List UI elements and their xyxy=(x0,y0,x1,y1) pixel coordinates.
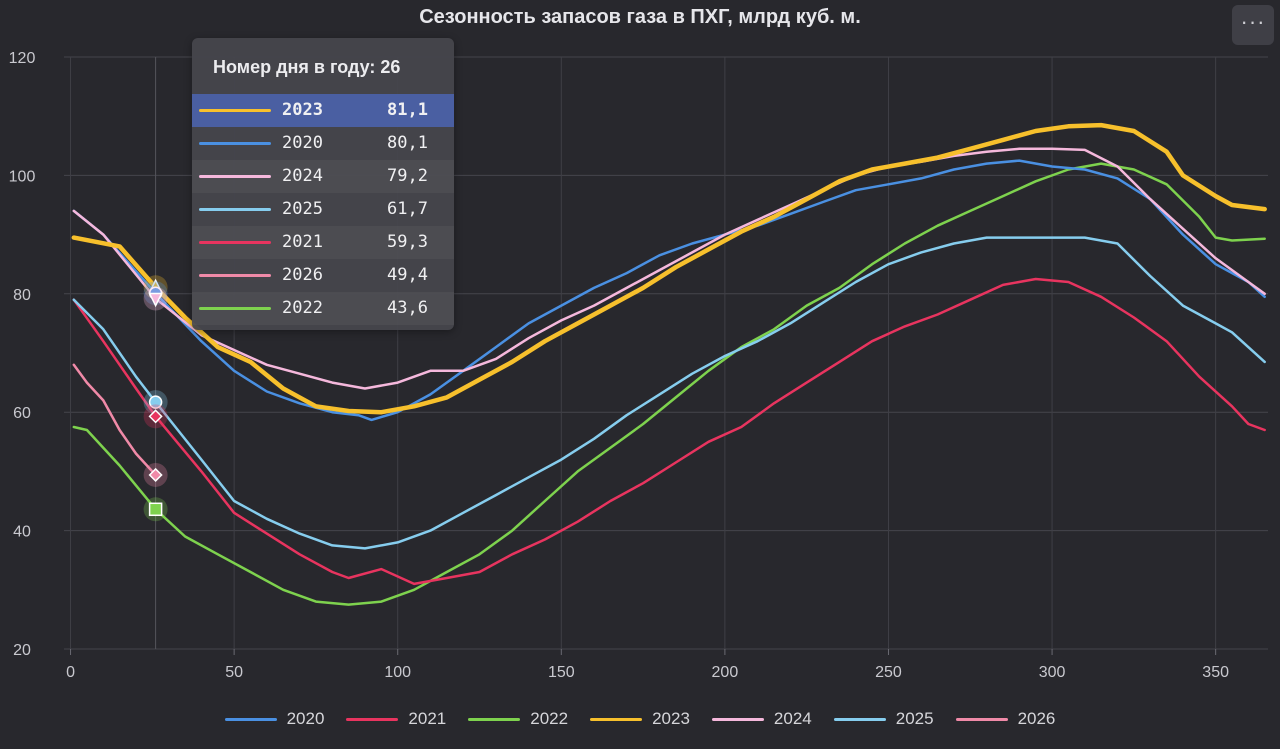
x-tick-label: 300 xyxy=(1039,664,1066,681)
series-line-2020 xyxy=(72,159,1266,422)
y-tick-label: 60 xyxy=(13,405,31,422)
tooltip-series-year: 2024 xyxy=(282,166,323,186)
x-tick-label: 200 xyxy=(712,664,739,681)
legend-item-2026[interactable]: 2026 xyxy=(955,707,1056,731)
tooltip-series-value: 43,6 xyxy=(387,298,428,318)
legend-label: 2023 xyxy=(652,709,690,728)
legend-label: 2025 xyxy=(895,709,934,728)
legend-swatch xyxy=(346,717,399,721)
legend-swatch xyxy=(590,717,643,721)
tooltip-row: 2023 81,1 xyxy=(192,94,454,127)
tooltip-series-swatch xyxy=(199,208,271,211)
tooltip-series-value: 61,7 xyxy=(387,199,428,219)
series-line-2026 xyxy=(72,363,157,477)
tooltip-series-year: 2020 xyxy=(282,133,323,153)
tooltip-row: 2021 59,3 xyxy=(192,226,454,259)
tooltip-series-value: 49,4 xyxy=(387,265,428,285)
legend-label: 2026 xyxy=(1017,709,1056,728)
legend-label: 2022 xyxy=(530,709,569,728)
tooltip-series-year: 2026 xyxy=(282,265,323,285)
legend-item-2022[interactable]: 2022 xyxy=(468,707,568,731)
tooltip-rows: 2023 81,1 2020 80,1 2024 79,2 2025 61,7 2021 59,3… xyxy=(192,94,454,325)
y-tick-label: 80 xyxy=(13,287,31,304)
tooltip-series-year: 2025 xyxy=(282,199,323,219)
tooltip-row: 2024 79,2 xyxy=(192,160,454,193)
x-tick-label: 350 xyxy=(1202,664,1229,681)
tooltip-row: 2026 49,4 xyxy=(192,259,454,292)
tooltip-series-value: 81,1 xyxy=(387,100,428,120)
series-line-2023 xyxy=(71,122,1267,415)
x-tick-label: 250 xyxy=(875,664,902,681)
legend-swatch xyxy=(468,717,521,721)
marker-2024 xyxy=(148,292,163,308)
chart-menu-button[interactable]: ··· xyxy=(1232,5,1274,45)
x-tick-label: 50 xyxy=(225,664,243,681)
tooltip-series-value: 79,2 xyxy=(387,166,428,186)
marker-2022 xyxy=(148,502,163,517)
series-line-2024 xyxy=(72,147,1266,390)
tooltip-series-year: 2021 xyxy=(282,232,323,252)
marker-2026 xyxy=(148,467,163,483)
legend-item-2025[interactable]: 2025 xyxy=(833,707,934,731)
y-tick-label: 120 xyxy=(9,50,36,67)
tooltip-series-value: 80,1 xyxy=(387,133,428,153)
y-tick-label: 40 xyxy=(13,524,31,541)
tooltip: Номер дня в году: 26 2023 81,1 2020 80,1 202… xyxy=(192,38,454,330)
legend-swatch xyxy=(833,717,886,721)
series-line-2021 xyxy=(72,277,1266,586)
legend-label: 2021 xyxy=(408,709,447,728)
marker-2025 xyxy=(148,395,163,409)
marker-2021 xyxy=(148,409,163,424)
y-tick-label: 20 xyxy=(13,642,31,659)
y-tick-label: 100 xyxy=(9,168,36,185)
tooltip-series-swatch xyxy=(199,109,271,112)
tooltip-series-year: 2023 xyxy=(282,100,323,120)
tooltip-series-swatch xyxy=(199,175,271,178)
x-tick-label: 100 xyxy=(384,664,411,681)
legend-swatch xyxy=(711,717,764,721)
legend-item-2020[interactable]: 2020 xyxy=(224,707,325,731)
legend-label: 2024 xyxy=(773,709,812,728)
tooltip-series-year: 2022 xyxy=(282,298,323,318)
legend-swatch xyxy=(955,717,1008,721)
tooltip-series-swatch xyxy=(199,142,271,145)
tooltip-series-swatch xyxy=(199,241,271,244)
legend-item-2024[interactable]: 2024 xyxy=(711,707,812,731)
x-tick-label: 0 xyxy=(66,664,75,681)
tooltip-series-value: 59,3 xyxy=(387,232,428,252)
series-line-2022 xyxy=(72,162,1266,606)
series-line-2025 xyxy=(72,236,1266,550)
legend-item-2021[interactable]: 2021 xyxy=(346,707,446,731)
tooltip-header: Номер дня в году: 26 xyxy=(213,57,401,77)
x-tick-label: 150 xyxy=(548,664,575,681)
chart-title: Сезонность запасов газа в ПХГ, млрд куб.… xyxy=(419,6,861,28)
legend-label: 2020 xyxy=(286,709,325,728)
chart-legend: 2020 2021 2022 2023 2024 2025 2026 xyxy=(0,707,1280,731)
tooltip-row: 2020 80,1 xyxy=(192,127,454,160)
tooltip-series-swatch xyxy=(199,307,271,310)
legend-swatch xyxy=(224,717,277,721)
tooltip-series-swatch xyxy=(199,274,271,277)
tooltip-row: 2022 43,6 xyxy=(192,292,454,325)
tooltip-row: 2025 61,7 xyxy=(192,193,454,226)
more-icon: ··· xyxy=(1240,9,1266,34)
legend-item-2023[interactable]: 2023 xyxy=(590,707,690,731)
